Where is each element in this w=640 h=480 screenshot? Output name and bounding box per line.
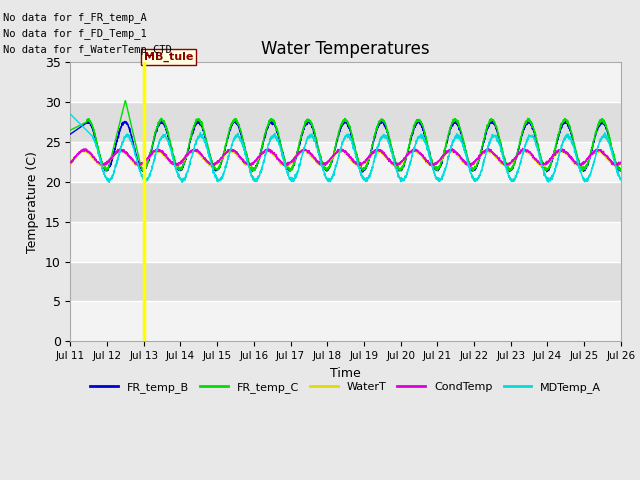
Title: Water Temperatures: Water Temperatures xyxy=(261,40,430,58)
Bar xyxy=(70,142,621,182)
Text: No data for f_FD_Temp_1: No data for f_FD_Temp_1 xyxy=(3,28,147,39)
X-axis label: Time: Time xyxy=(330,367,361,380)
Bar xyxy=(70,182,621,222)
Bar xyxy=(70,62,621,102)
Legend: FR_temp_B, FR_temp_C, WaterT, CondTemp, MDTemp_A: FR_temp_B, FR_temp_C, WaterT, CondTemp, … xyxy=(86,377,605,397)
Bar xyxy=(70,222,621,262)
Bar xyxy=(70,102,621,142)
Bar xyxy=(70,262,621,301)
Text: MB_tule: MB_tule xyxy=(144,52,193,62)
Y-axis label: Temperature (C): Temperature (C) xyxy=(26,151,39,253)
Text: No data for f_FR_temp_A: No data for f_FR_temp_A xyxy=(3,12,147,23)
Bar xyxy=(70,301,621,341)
Text: No data for f_WaterTemp_CTD: No data for f_WaterTemp_CTD xyxy=(3,44,172,55)
